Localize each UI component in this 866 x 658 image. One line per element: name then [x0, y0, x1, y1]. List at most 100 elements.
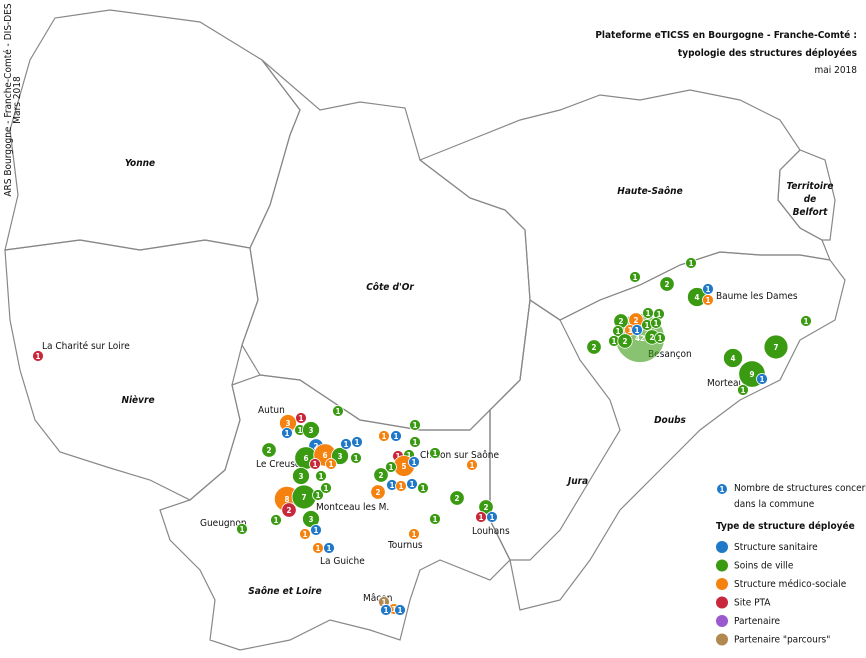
marker-count: 1	[239, 525, 244, 534]
marker-count: 1	[432, 515, 437, 524]
marker-count: 4	[730, 354, 735, 363]
marker-count: 1	[657, 334, 662, 343]
department-label: Doubs	[654, 415, 686, 426]
legend-example-count: 1	[719, 485, 724, 494]
marker	[270, 514, 282, 526]
department-label: Yonne	[125, 158, 155, 169]
marker-count: 1	[323, 484, 328, 493]
marker-count: 1	[409, 480, 414, 489]
city-label: Le Creusot	[256, 459, 304, 470]
marker	[631, 324, 643, 336]
borders	[4, 9, 846, 651]
marker	[261, 442, 277, 458]
marker-count: 1	[432, 449, 437, 458]
marker-count: 7	[773, 343, 778, 352]
marker-count: 1	[412, 421, 417, 430]
marker-count: 3	[308, 426, 313, 435]
marker-count: 1	[315, 544, 320, 553]
marker	[466, 459, 478, 471]
marker	[394, 604, 406, 616]
city-label: La Guiche	[320, 556, 365, 567]
marker-count: 3	[298, 472, 303, 481]
marker-count: 2	[266, 446, 271, 455]
marker-count: 1	[397, 606, 402, 615]
marker	[378, 430, 390, 442]
marker-count: 1	[354, 438, 359, 447]
marker	[406, 478, 418, 490]
marker-count: 1	[611, 337, 616, 346]
marker-count: 1	[615, 327, 620, 336]
marker-count: 1	[412, 438, 417, 447]
marker-count: 1	[393, 432, 398, 441]
legend-item: Partenaire	[734, 616, 780, 627]
legend-title: Type de structure déployée	[716, 520, 855, 532]
marker-count: 1	[705, 285, 710, 294]
marker-count: 1	[688, 259, 693, 268]
marker	[385, 461, 397, 473]
legend-note: Nombre de structures concernées	[734, 482, 866, 494]
city-label: Montceau les M.	[316, 502, 389, 513]
city-label: Besançon	[648, 349, 692, 360]
legend-swatch	[716, 541, 728, 553]
marker	[429, 447, 441, 459]
marker-count: 2	[313, 442, 318, 451]
city-label: Tournus	[387, 540, 423, 551]
legend-example	[716, 483, 728, 495]
marker	[380, 604, 392, 616]
marker-count: 2	[664, 280, 669, 289]
marker-count: 1	[469, 461, 474, 470]
marker	[659, 276, 675, 292]
city-label: Gueugnon	[200, 518, 247, 529]
marker	[350, 452, 362, 464]
marker-count: 1	[759, 375, 764, 384]
marker-count: 3	[308, 515, 313, 524]
marker-count: 1	[656, 310, 661, 319]
marker-count: 1	[284, 429, 289, 438]
marker-count: 1	[313, 526, 318, 535]
marker-count: 1	[318, 472, 323, 481]
marker	[737, 384, 749, 396]
credit: ARS Bourgogne - Franche-Comté - DIS-DES	[2, 3, 14, 197]
marker-count: 2	[454, 494, 459, 503]
marker	[763, 334, 789, 360]
marker-count: 1	[388, 463, 393, 472]
marker	[302, 421, 320, 439]
marker-count: 1	[627, 326, 632, 335]
legend-swatch	[716, 578, 728, 590]
marker	[331, 447, 349, 465]
marker-count: 9	[749, 370, 754, 379]
marker-count: 1	[644, 321, 649, 330]
marker-count: 1	[353, 454, 358, 463]
legend-item: Structure sanitaire	[734, 542, 818, 553]
marker	[408, 528, 420, 540]
legend-item: Site PTA	[734, 598, 771, 609]
marker-count: 1	[326, 544, 331, 553]
department-label: Jura	[566, 476, 588, 487]
department-label: Belfort	[793, 207, 829, 218]
credit: Mars 2018	[12, 76, 23, 124]
legend-item: Partenaire "parcours"	[734, 635, 830, 646]
marker-count: 1	[298, 414, 303, 423]
marker-count: 1	[489, 513, 494, 522]
marker	[650, 317, 662, 329]
marker-count: 7	[301, 493, 306, 502]
marker	[723, 348, 743, 368]
legend-swatch	[716, 615, 728, 627]
marker-count: 1	[302, 530, 307, 539]
marker-count: 1	[420, 484, 425, 493]
marker	[408, 456, 420, 468]
legend-item: Structure médico-sociale	[734, 578, 847, 590]
marker-count: 2	[591, 343, 596, 352]
marker	[309, 458, 321, 470]
marker-count: 2	[649, 333, 654, 342]
marker-count: 1	[312, 460, 317, 469]
marker	[800, 315, 812, 327]
marker-count: 1	[645, 309, 650, 318]
marker	[32, 350, 44, 362]
marker-count: 1	[297, 426, 302, 435]
marker-count: 1	[335, 407, 340, 416]
marker	[292, 467, 310, 485]
marker	[617, 333, 633, 349]
legend-swatch	[716, 633, 728, 646]
